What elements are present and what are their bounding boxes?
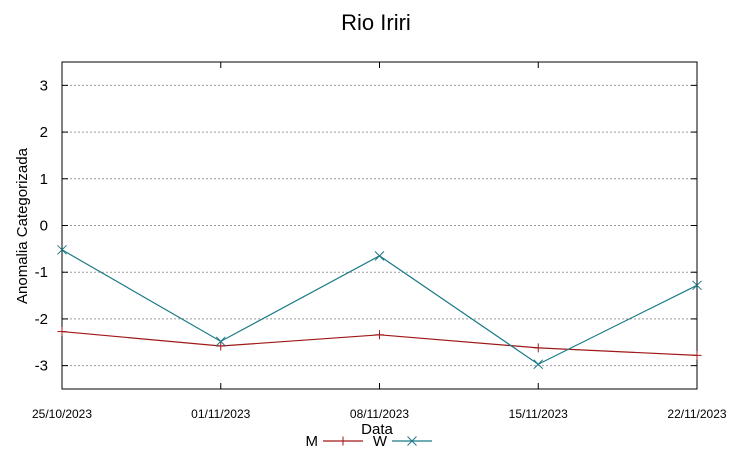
data-point-W [692,280,702,291]
x-tick-label: 08/11/2023 [350,407,409,421]
data-point-M [216,341,226,351]
y-tick-label: 0 [40,218,48,235]
y-tick-label: -2 [35,311,48,328]
y-tick-label: 1 [40,171,48,188]
y-axis-label: Anomalia Categorizada [14,147,31,304]
data-point-W [215,336,226,347]
chart-title: Rio Iriri [341,10,411,35]
legend-marker [338,436,348,446]
x-tick-label: 01/11/2023 [191,407,250,421]
y-tick-label: -3 [35,358,48,375]
x-axis-label: Data [361,421,393,438]
y-axis-ticks: 3 2 1 0 -1 -2 -3 [35,77,697,375]
data-point-W [374,251,385,261]
grid-lines [62,84,697,367]
legend-label: M [306,433,319,450]
x-axis-ticks: 25/10/2023 01/11/2023 08/11/2023 15/11/2023… [32,62,727,421]
data-point-W [57,244,67,255]
data-point-M [375,330,384,340]
legend-label: W [373,433,388,450]
data-point-W [533,359,544,370]
series-line-W [61,249,698,365]
y-tick-label: 3 [40,77,48,94]
data-point-M [57,327,67,337]
y-tick-label: -1 [35,264,48,281]
x-tick-label: 25/10/2023 [32,407,92,421]
x-tick-label: 22/11/2023 [667,407,726,421]
y-tick-label: 2 [40,124,48,141]
data-point-M [533,343,543,353]
legend-marker [407,436,417,446]
series-layer [57,244,702,370]
data-point-M [692,350,702,360]
x-tick-label: 15/11/2023 [509,407,568,421]
